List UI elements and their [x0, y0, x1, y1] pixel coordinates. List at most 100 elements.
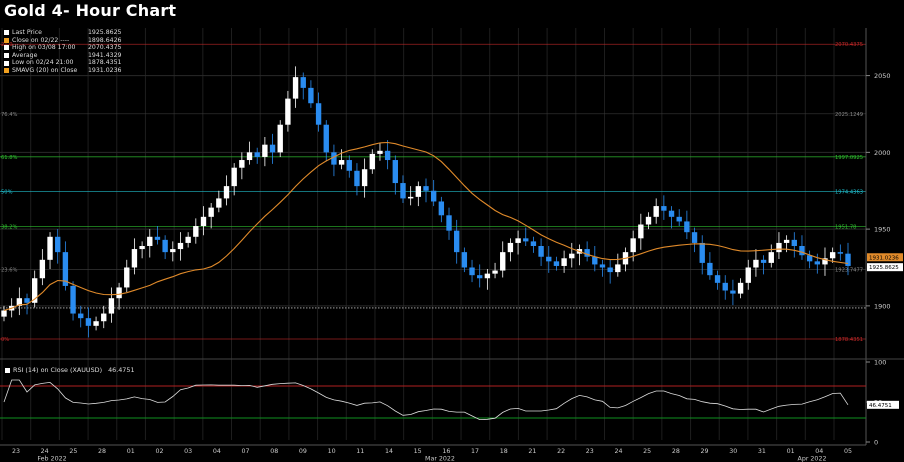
date-tick-label: 24: [614, 448, 622, 455]
candle-body: [139, 246, 145, 250]
date-tick-label: 22: [557, 448, 565, 455]
legend-value: 1878.4351: [88, 59, 122, 67]
fib-level-label: 1997.0925: [835, 155, 863, 161]
candle-body: [645, 216, 652, 225]
candle-body: [668, 210, 675, 217]
sma-price-tag-label: 1931.0236: [869, 256, 899, 262]
legend-swatch: [4, 60, 9, 66]
candle-body: [776, 242, 782, 253]
last-price-tag: [867, 263, 903, 272]
candle-body: [62, 252, 69, 286]
chart-legend: Last Price 1925.8625 Close on 02/22 ---- 18…: [4, 29, 121, 75]
price-tick-label: 1900: [874, 302, 891, 310]
candle-body: [461, 252, 468, 268]
candle-body: [269, 144, 276, 153]
candle-body: [346, 160, 352, 171]
candle-body: [561, 258, 567, 266]
date-tick-label: 30: [729, 448, 737, 455]
legend-swatch: [4, 68, 9, 74]
legend-item: Average 1941.4329: [4, 52, 121, 60]
date-tick-label: 01: [787, 448, 795, 455]
date-tick-label: 10: [328, 448, 336, 455]
candle-body: [223, 186, 230, 199]
rsi-tick-label: 0: [874, 439, 878, 447]
candle-body: [737, 282, 744, 294]
candle-body: [200, 216, 207, 227]
legend-swatch: [4, 30, 9, 36]
rsi-value-tag-label: 46.4751: [869, 403, 892, 409]
candle-body: [254, 152, 260, 157]
rsi-legend-value: 46.4751: [108, 366, 135, 374]
candle-body: [653, 206, 659, 217]
legend-swatch: [4, 53, 9, 59]
candle-body: [185, 236, 191, 243]
candle-body: [338, 160, 345, 165]
candle-body: [661, 206, 667, 211]
candle-body: [584, 249, 590, 257]
candle-body: [684, 221, 690, 233]
date-tick-label: 05: [844, 448, 852, 455]
candle-body: [837, 252, 844, 254]
fib-level-percent: 21.0: [1, 42, 13, 48]
candle-body: [430, 190, 437, 202]
candle-body: [392, 160, 398, 184]
date-tick-label: 07: [242, 448, 250, 455]
date-tick-label: 23: [12, 448, 20, 455]
candle-body: [753, 259, 759, 268]
candle-body: [154, 236, 161, 240]
date-tick-label: 28: [98, 448, 106, 455]
fib-level-label: 2070.4375: [835, 42, 863, 48]
date-tick-label: 18: [500, 448, 508, 455]
candle-body: [707, 262, 713, 276]
legend-item: High on 03/08 17:00 2070.4375: [4, 44, 121, 52]
legend-label: Last Price: [12, 29, 42, 36]
date-tick-label: 29: [701, 448, 709, 455]
candle-body: [423, 186, 429, 191]
legend-label: Close on 02/22 ----: [12, 36, 70, 44]
date-tick-label: 28: [672, 448, 680, 455]
candle-body: [277, 124, 283, 153]
candle-body: [630, 238, 636, 253]
candle-body: [315, 103, 322, 125]
legend-label: Low on 02/24 21:00: [12, 59, 74, 67]
candle-body: [308, 87, 314, 104]
date-tick-label: 24: [41, 448, 49, 455]
candle-body: [500, 252, 506, 271]
candle-body: [93, 321, 99, 326]
candle-body: [216, 198, 222, 208]
candle-body: [246, 152, 253, 161]
legend-item: SMAVG (20) on Close 1931.0236: [4, 67, 121, 75]
candle-body: [384, 150, 391, 161]
date-tick-label: 03: [184, 448, 192, 455]
candle-body: [239, 160, 245, 168]
candle-body: [70, 285, 76, 314]
date-axis: 23 24 25 28 01 02 03 04 07 08 09 10 11 14 15 16 17 18 21 22…: [0, 444, 866, 462]
legend-value: 1898.6426: [88, 36, 122, 44]
candle-body: [193, 226, 199, 237]
candle-body: [829, 252, 836, 259]
sma-series: [3, 141, 849, 312]
candle-body: [592, 256, 598, 265]
candle-body: [124, 267, 130, 288]
legend-item: Close on 02/22 ---- 1898.6426: [4, 37, 121, 45]
candle-body: [791, 239, 797, 246]
legend-item: Last Price 1925.8625: [4, 29, 121, 37]
rsi-line: [3, 379, 849, 421]
candle-body: [615, 264, 621, 273]
candle-body: [768, 252, 774, 263]
rsi-panel: 05010046.4751: [0, 358, 904, 447]
candle-body: [407, 196, 414, 199]
legend-value: 1925.8625: [88, 29, 122, 36]
candle-body: [806, 255, 813, 262]
candle-body: [822, 258, 828, 265]
sma-price-tag: [867, 253, 903, 262]
last-price-tag-label: 1925.8625: [869, 265, 899, 271]
rsi-value-tag: [867, 400, 899, 409]
candle-body: [262, 144, 268, 157]
fib-level-percent: 23.6%: [1, 267, 18, 273]
candle-body: [484, 273, 491, 279]
candle-body: [492, 270, 498, 274]
candle-body: [16, 298, 23, 306]
candle-body: [78, 313, 84, 319]
